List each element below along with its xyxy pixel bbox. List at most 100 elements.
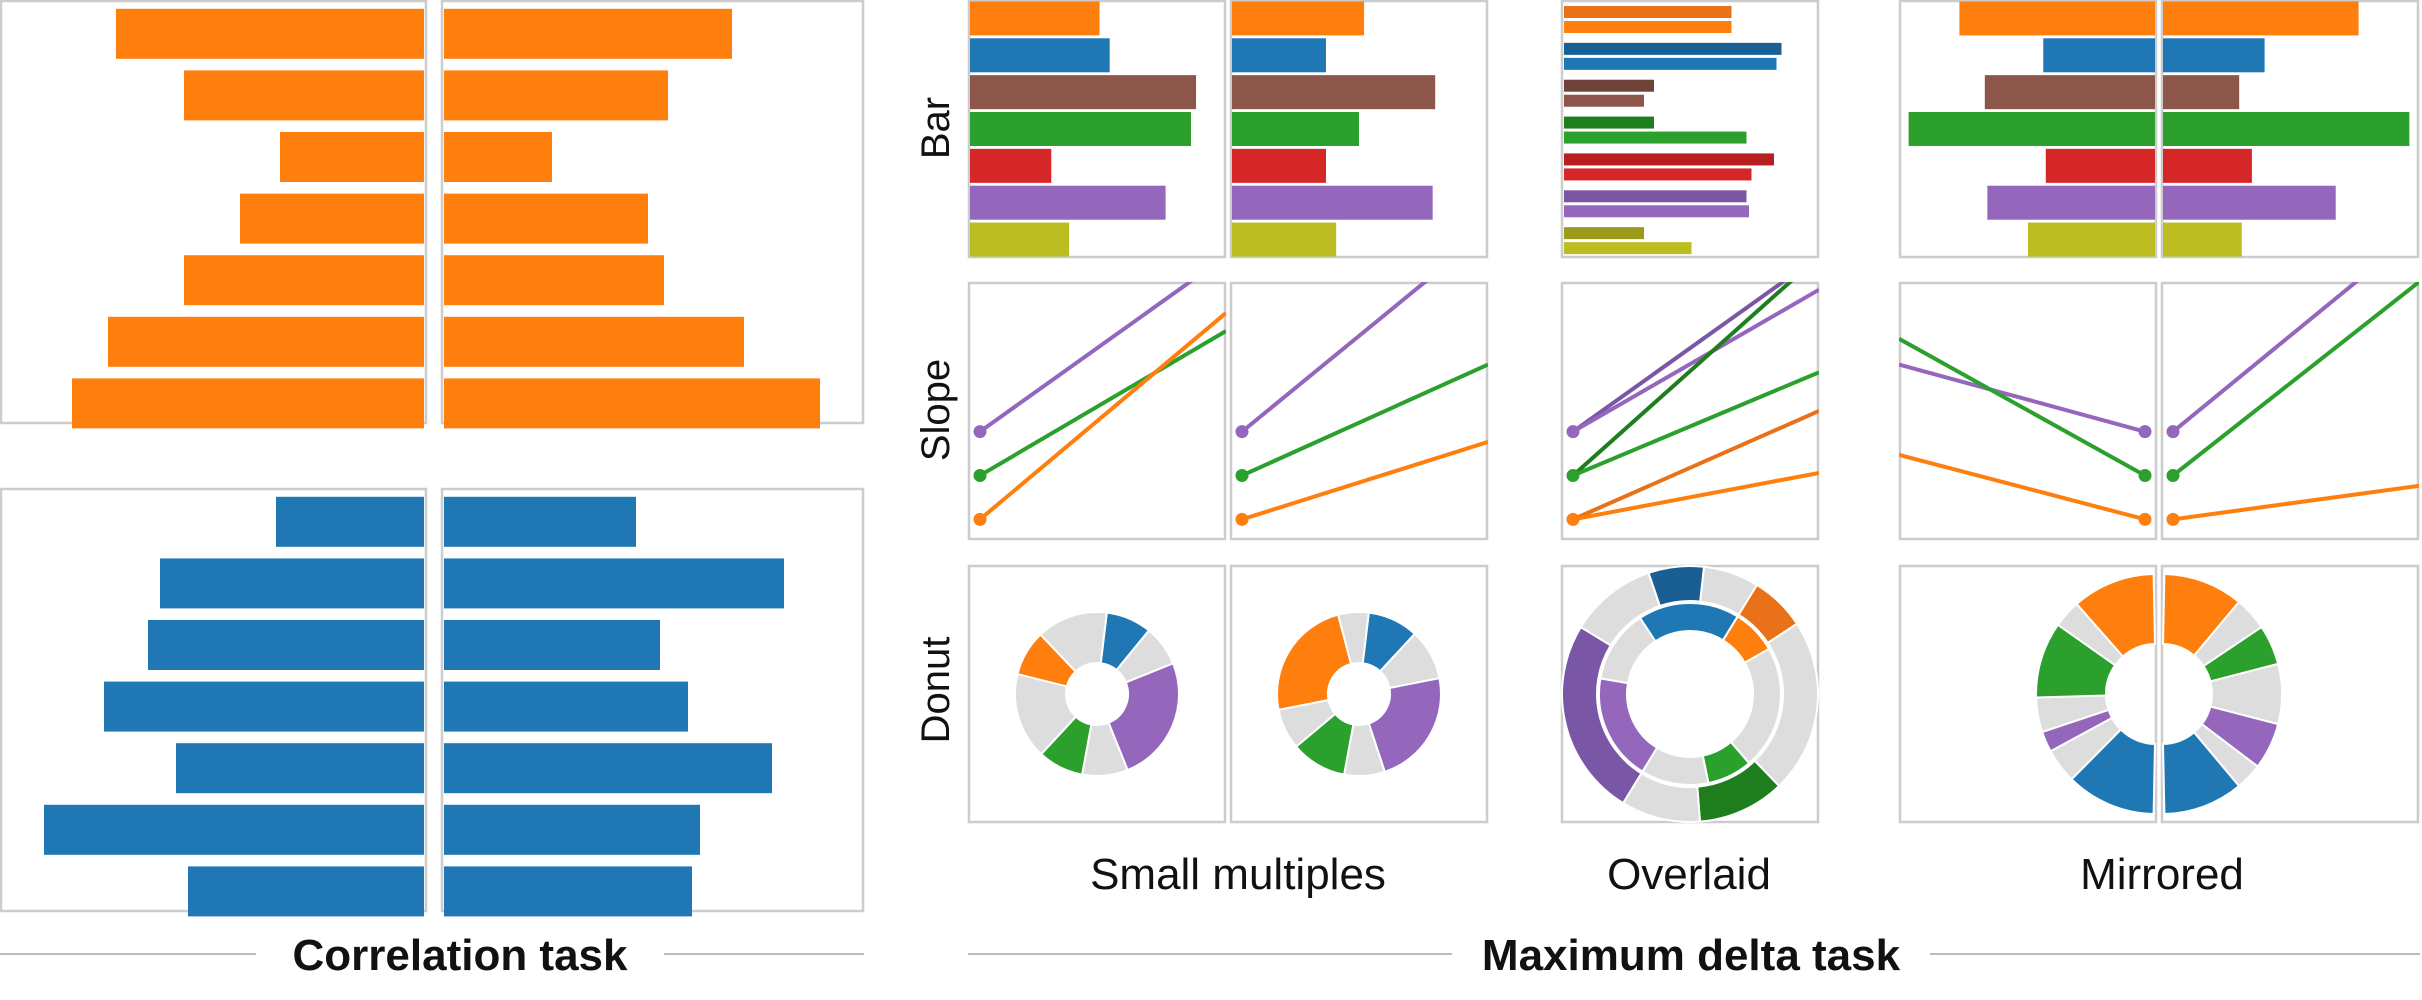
bar-mirrored-left: [2043, 38, 2155, 73]
correlation-bar-right: [444, 866, 692, 917]
correlation-bar-left: [104, 681, 424, 732]
slope-mirrored-line-right: [2171, 282, 2419, 478]
correlation-bar-left: [148, 620, 424, 670]
slope-sm-line-right: [1241, 362, 1488, 478]
bar-sm-left: [970, 1, 1100, 36]
slope-sm-dot-left: [973, 469, 987, 482]
donut-sm-slice-right: [1276, 613, 1353, 711]
bar-overlaid-frame: [1560, 0, 1820, 259]
correlation-bar-right: [444, 620, 660, 670]
slope-mirrored-dot-left: [2138, 512, 2152, 526]
donut-mirrored-slice-right: [2161, 730, 2241, 815]
slope-overlaid-dot: [1566, 469, 1580, 482]
bar-overlaid-second: [1564, 168, 1752, 181]
correlation-bar-right: [444, 70, 668, 121]
donut-overlaid-inner-slice: [1638, 602, 1739, 643]
bar-mirrored-right: [2163, 148, 2252, 183]
slope-mirrored-frame-right: [2160, 281, 2420, 541]
bar-mirrored-left: [2028, 222, 2155, 257]
slope-mirrored-line-left: [1899, 337, 2146, 478]
slope-mirrored-line-right: [2172, 483, 2419, 522]
col-label-mirrored: Mirrored: [2080, 850, 2244, 899]
row-label-bar: Bar: [914, 97, 958, 159]
bar-sm-left: [970, 148, 1052, 183]
correlation-bar-left: [160, 558, 424, 609]
slope-sm-dot-right: [1235, 425, 1249, 439]
correlation-bar-left: [72, 378, 424, 429]
bar-overlaid-second: [1564, 205, 1749, 218]
col-label-small-multiples: Small multiples: [1090, 850, 1386, 899]
bar-sm-left: [970, 112, 1191, 146]
bar-mirrored-right: [2163, 222, 2242, 257]
slope-sm-line-left: [978, 282, 1194, 434]
bar-sm-right: [1232, 112, 1359, 146]
slope-mirrored-dot-right: [2166, 512, 2180, 526]
slope-overlaid-dot: [1566, 512, 1580, 526]
bar-sm-right: [1232, 148, 1326, 183]
correlation-bar-right: [444, 496, 636, 547]
correlation-bar-right: [444, 8, 732, 59]
bar-overlaid-first: [1564, 153, 1774, 166]
bar-sm-left: [970, 222, 1070, 257]
bar-sm-left: [970, 185, 1166, 220]
bar-overlaid-first: [1564, 42, 1782, 55]
correlation-bar-right: [444, 316, 744, 367]
donut-overlaid-outer-slice: [1647, 565, 1706, 608]
correlation-bar-right: [444, 558, 784, 609]
bar-sm-right: [1232, 1, 1365, 36]
bar-overlaid-first: [1564, 116, 1654, 129]
correlation-bar-left: [276, 496, 424, 547]
bar-overlaid-first: [1564, 79, 1654, 92]
donut-sm-slice-right: [1367, 677, 1442, 774]
slope-overlaid-line-first: [1571, 282, 1787, 434]
donut-sm-slice-right: [1336, 611, 1370, 666]
bar-mirrored-left: [2045, 148, 2155, 183]
slope-mirrored-dot-left: [2138, 425, 2152, 439]
slope-mirrored-line-left: [1899, 362, 2146, 434]
bar-mirrored-right: [2163, 112, 2410, 146]
bar-sm-left: [970, 75, 1197, 110]
bar-mirrored-left: [1908, 112, 2155, 146]
correlation-bar-right: [444, 743, 772, 794]
bar-sm-left: [970, 38, 1110, 73]
donut-mirrored-slice-left: [2075, 573, 2157, 658]
slope-overlaid-line-second: [1572, 470, 1819, 522]
slope-mirrored-line-left: [1899, 452, 2146, 522]
bar-mirrored-right: [2163, 185, 2336, 220]
slope-sm-frame-right: [1229, 281, 1489, 541]
bar-mirrored-right: [2163, 75, 2240, 110]
bar-sm-right: [1232, 38, 1326, 73]
donut-sm-slice-left: [1107, 662, 1180, 772]
bar-overlaid-first: [1564, 227, 1644, 240]
correlation-bar-left: [184, 255, 424, 306]
col-label-overlaid: Overlaid: [1607, 850, 1771, 899]
bar-mirrored-left: [1959, 1, 2155, 36]
bar-overlaid-second: [1564, 94, 1644, 107]
maximum-delta-task-title: Maximum delta task: [1482, 931, 1901, 980]
slope-sm-line-right: [1240, 282, 1429, 434]
correlation-bar-left: [188, 866, 424, 917]
bar-overlaid-first: [1564, 190, 1747, 203]
bar-mirrored-left: [1984, 75, 2155, 110]
slope-sm-line-left: [978, 329, 1226, 478]
correlation-bar-right: [444, 132, 552, 182]
bar-overlaid-second: [1564, 242, 1692, 255]
bar-overlaid-second: [1564, 21, 1732, 33]
correlation-task-title: Correlation task: [293, 931, 629, 980]
slope-overlaid-line-second: [1572, 370, 1819, 478]
bar-sm-right: [1232, 75, 1436, 110]
correlation-bar-left: [116, 8, 424, 59]
bar-overlaid-first: [1564, 6, 1732, 18]
correlation-bar-left: [240, 193, 424, 244]
bar-mirrored-right: [2163, 1, 2359, 36]
slope-sm-dot-right: [1235, 469, 1249, 482]
donut-overlaid-outer-slice: [1699, 565, 1759, 617]
correlation-bar-left: [44, 804, 424, 855]
bar-mirrored-right: [2163, 38, 2265, 73]
correlation-bar-right: [444, 378, 820, 429]
row-label-slope: Slope: [914, 359, 958, 461]
slope-mirrored-dot-left: [2138, 469, 2152, 482]
slope-mirrored-line-right: [2171, 282, 2360, 434]
correlation-bar-right: [444, 255, 664, 306]
correlation-bar-left: [176, 743, 424, 794]
